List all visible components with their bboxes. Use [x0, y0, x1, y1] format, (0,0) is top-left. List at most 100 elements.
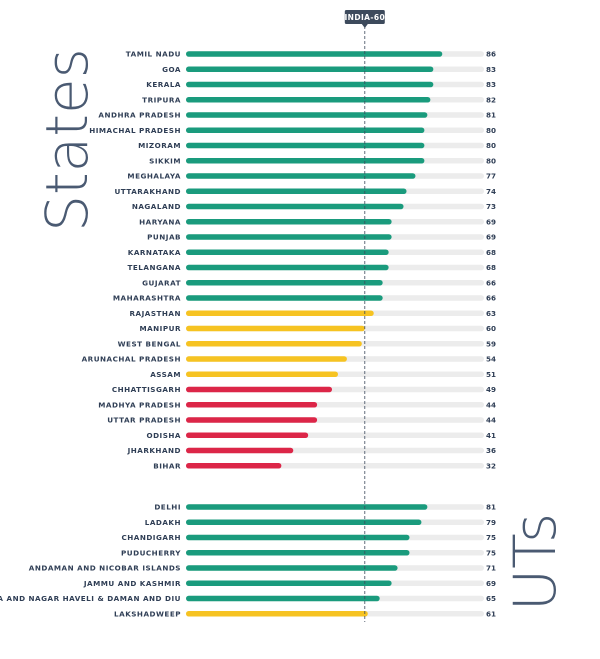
uts-side-label: UTs [501, 513, 569, 612]
bar [186, 463, 282, 469]
category-label: JHARKHAND [127, 446, 181, 455]
bar [186, 280, 383, 286]
bar [186, 565, 398, 571]
bar [186, 234, 392, 240]
value-label: 68 [486, 263, 496, 272]
category-label: UTTARAKHAND [114, 187, 181, 196]
value-label: 75 [486, 548, 496, 557]
category-label: GUJARAT [142, 278, 181, 287]
bar [186, 112, 428, 118]
bar [186, 295, 383, 301]
category-label: CHANDIGARH [121, 533, 181, 542]
value-label: 73 [486, 202, 496, 211]
bar [186, 356, 347, 362]
category-label: DADRA AND NAGAR HAVELI & DAMAN AND DIU [0, 594, 181, 603]
value-label: 51 [486, 370, 496, 379]
category-label: PUNJAB [147, 233, 181, 242]
value-label: 83 [486, 65, 496, 74]
category-label: TELANGANA [127, 263, 181, 272]
category-label: ANDAMAN AND NICOBAR ISLANDS [29, 564, 181, 573]
india-reference-label: INDIA-60 [344, 13, 385, 22]
bar [186, 219, 392, 225]
bar [186, 142, 425, 149]
bar [186, 519, 422, 525]
bar [186, 595, 380, 602]
value-label: 81 [486, 503, 496, 512]
category-label: ARUNACHAL PRADESH [82, 355, 181, 364]
value-label: 66 [486, 278, 496, 287]
value-label: 49 [486, 385, 496, 394]
bar [186, 310, 374, 316]
category-label: HARYANA [139, 217, 181, 226]
bar [186, 158, 425, 164]
category-labels: TAMIL NADU GOA KERALA TRIPURA ANDHRA PRADESH… [0, 50, 181, 619]
category-label: UTTAR PRADESH [107, 416, 181, 425]
value-label: 81 [486, 111, 496, 120]
bar [186, 51, 443, 57]
category-label: ANDHRA PRADESH [98, 111, 181, 120]
bar [186, 264, 389, 271]
value-label: 69 [486, 233, 496, 242]
value-label: 63 [486, 309, 496, 318]
category-label: PUDUCHERRY [121, 548, 181, 557]
category-label: LAKSHADWEEP [114, 609, 181, 618]
bar [186, 580, 392, 586]
value-label: 83 [486, 80, 496, 89]
value-label: 66 [486, 294, 496, 303]
bars [186, 51, 443, 617]
bar [186, 173, 416, 179]
bar [186, 534, 410, 541]
bar [186, 325, 365, 332]
category-label: NAGALAND [132, 202, 181, 211]
value-label: 69 [486, 579, 496, 588]
value-label: 32 [486, 461, 496, 470]
value-label: 44 [486, 416, 496, 425]
bar [186, 341, 362, 347]
value-labels: 86 83 83 82 81 80 80 80 77 74 73 69 69 68 68 66 66 63 60 59… [486, 50, 496, 619]
category-label: TAMIL NADU [126, 50, 181, 59]
bar [186, 386, 333, 393]
category-label: TRIPURA [142, 95, 181, 104]
value-label: 60 [486, 324, 496, 333]
category-label: MADHYA PRADESH [98, 400, 181, 409]
category-label: ODISHA [146, 431, 181, 440]
value-label: 54 [486, 355, 496, 364]
bar [186, 127, 425, 133]
bar [186, 504, 428, 510]
value-label: 41 [486, 431, 496, 440]
states-side-label: States [33, 48, 101, 232]
bar [186, 66, 434, 72]
category-label: JAMMU AND KASHMIR [83, 579, 181, 588]
category-label: KARNATAKA [128, 248, 181, 257]
category-label: ASSAM [150, 370, 181, 379]
bar-tracks [186, 51, 484, 617]
value-label: 82 [486, 95, 496, 104]
value-label: 80 [486, 141, 496, 150]
bar [186, 417, 318, 423]
bar [186, 188, 407, 194]
value-label: 59 [486, 339, 496, 348]
category-label: CHHATTISGARH [112, 385, 181, 394]
category-label: GOA [162, 65, 181, 74]
value-label: 68 [486, 248, 496, 257]
value-label: 61 [486, 609, 496, 618]
value-label: 74 [486, 187, 496, 196]
bar [186, 81, 434, 88]
category-label: BIHAR [153, 461, 181, 470]
india-reference-badge [344, 10, 385, 24]
value-label: 75 [486, 533, 496, 542]
category-label: MAHARASHTRA [113, 294, 181, 303]
value-label: 36 [486, 446, 496, 455]
value-label: 44 [486, 400, 496, 409]
value-label: 86 [486, 50, 496, 59]
value-label: 71 [486, 564, 496, 573]
value-label: 80 [486, 126, 496, 135]
bar [186, 371, 338, 377]
category-label: DELHI [154, 503, 181, 512]
category-label: WEST BENGAL [118, 339, 181, 348]
category-label: LADAKH [145, 518, 181, 527]
value-label: 79 [486, 518, 496, 527]
bar [186, 249, 389, 255]
category-label: MIZORAM [138, 141, 181, 150]
